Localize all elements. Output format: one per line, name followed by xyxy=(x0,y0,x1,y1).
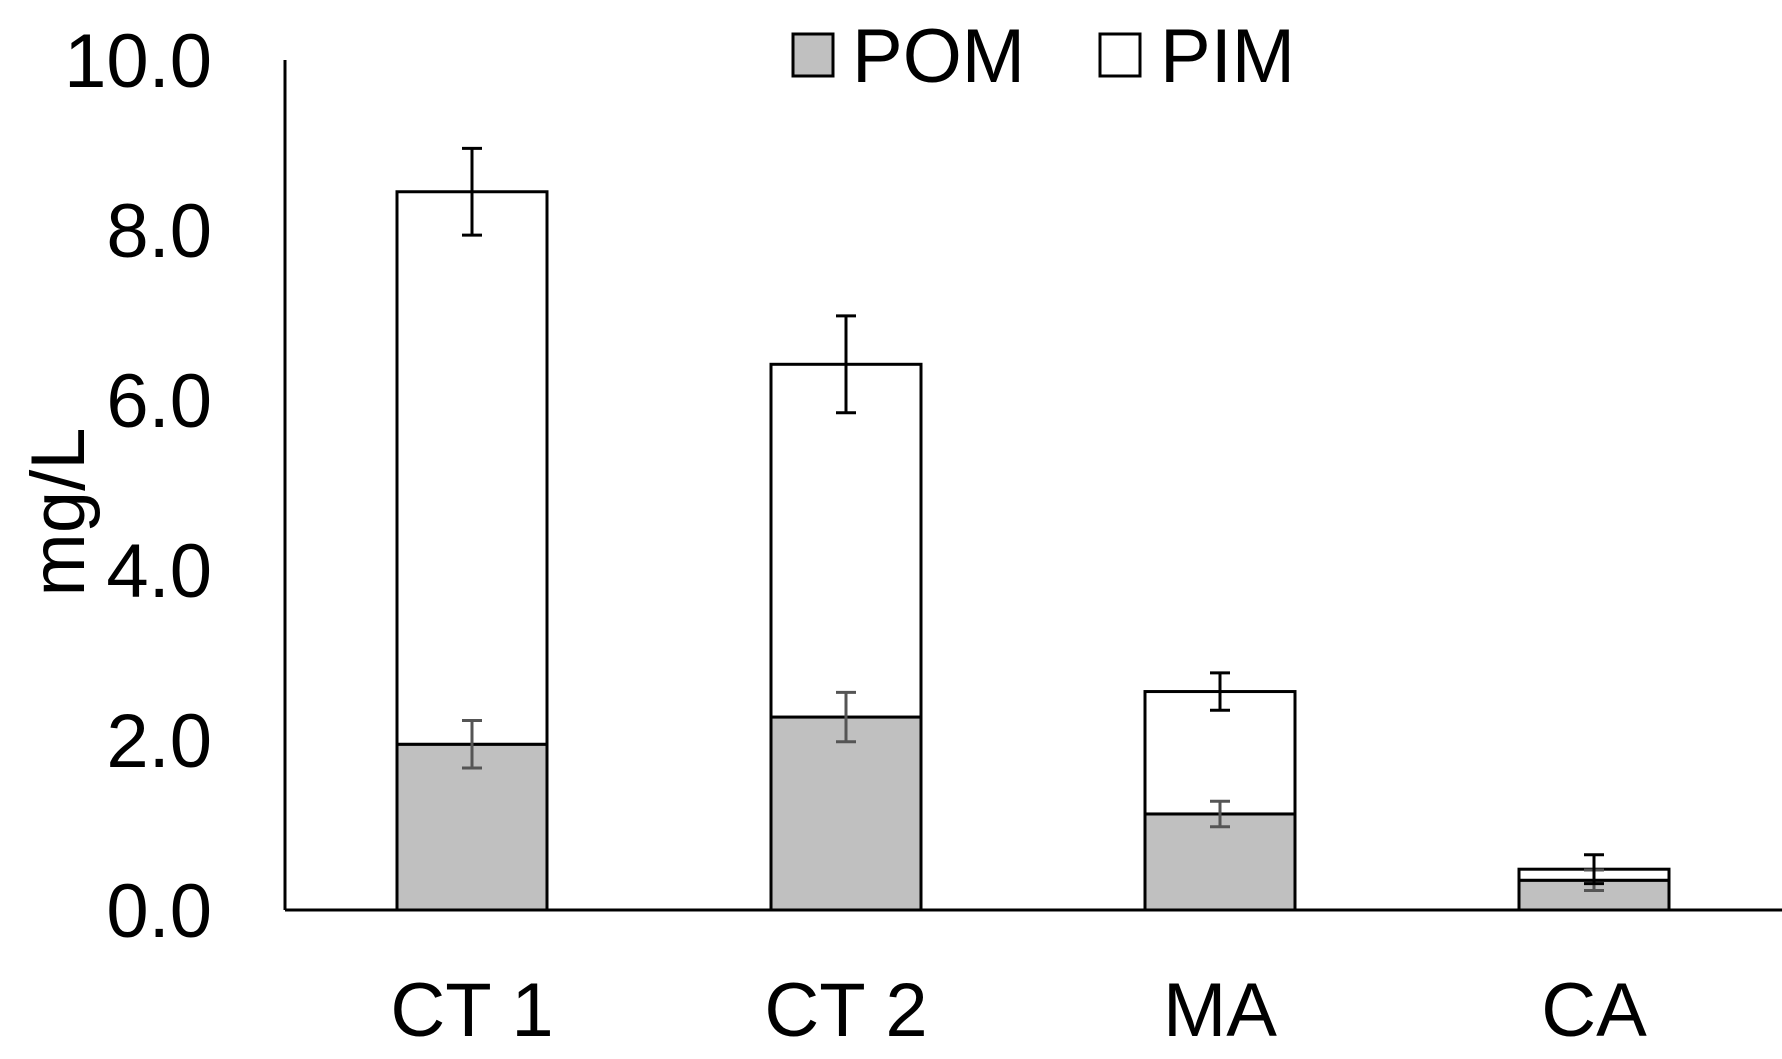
legend-swatch-pom xyxy=(791,32,835,78)
y-tick-label: 10.0 xyxy=(64,19,212,104)
error-bar-pom-ct2 xyxy=(836,690,856,744)
error-bar-pim-ca xyxy=(1584,853,1604,886)
y-tick-label: 2.0 xyxy=(106,699,212,784)
error-bar-pim-ma xyxy=(1210,671,1230,712)
x-tick-label: CT 2 xyxy=(764,968,927,1053)
bar-pim-ct2 xyxy=(769,362,923,719)
bar-pom-ct2 xyxy=(769,715,923,912)
y-tick-label: 4.0 xyxy=(106,529,212,614)
y-tick-label: 0.0 xyxy=(106,869,212,954)
y-axis-ticks: 0.0 2.0 4.0 6.0 8.0 10.0 xyxy=(64,19,212,954)
bar-pim-ct1 xyxy=(395,190,549,746)
x-tick-label: MA xyxy=(1163,968,1277,1053)
legend-swatch-pim xyxy=(1098,32,1142,78)
error-bar-pom-ma xyxy=(1210,799,1230,829)
bars xyxy=(395,190,1671,912)
x-tick-label: CA xyxy=(1541,968,1647,1053)
legend-label-pim: PIM xyxy=(1160,14,1295,99)
bar-pom-ma xyxy=(1143,812,1297,912)
y-axis-title: mg/L xyxy=(16,428,101,597)
x-axis-labels: CT 1 CT 2 MA CA xyxy=(390,968,1647,1053)
legend-label-pom: POM xyxy=(852,14,1025,99)
error-bars xyxy=(462,146,1604,892)
y-tick-label: 6.0 xyxy=(106,359,212,444)
y-tick-label: 8.0 xyxy=(106,189,212,274)
x-tick-label: CT 1 xyxy=(390,968,553,1053)
error-bar-pim-ct2 xyxy=(836,314,856,415)
error-bar-pom-ct1 xyxy=(462,718,482,770)
legend: POM PIM xyxy=(791,14,1295,99)
error-bar-pim-ct1 xyxy=(462,146,482,237)
